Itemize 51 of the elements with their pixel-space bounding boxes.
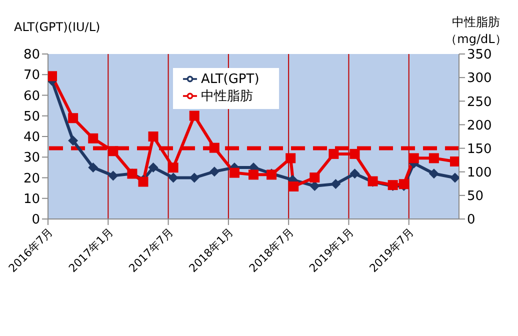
point (288, 181, 299, 192)
point (209, 142, 220, 153)
y-tick-label: 20 (23, 171, 40, 186)
point (68, 136, 78, 146)
point (209, 166, 220, 177)
point (148, 132, 158, 142)
point (428, 153, 439, 164)
point (330, 178, 341, 189)
y2-tick-label: 100 (467, 165, 492, 180)
point (428, 168, 439, 179)
y2-tick-label: 250 (467, 94, 492, 110)
y2-tick-label: 50 (467, 189, 484, 204)
point (350, 148, 360, 159)
y2-tick-label: 350 (467, 48, 492, 63)
point (350, 168, 360, 179)
point (310, 181, 320, 191)
y-tick-label: 80 (23, 48, 40, 63)
y-tick-label: 30 (23, 150, 40, 166)
legend-label: 中性脂肪 (201, 89, 253, 104)
point (88, 133, 98, 144)
y2-tick-label: 200 (467, 118, 492, 134)
y-tick-label: 50 (23, 109, 40, 124)
point (286, 153, 296, 164)
y2-tick-label: 300 (467, 71, 492, 86)
y2-axis-title: 中性脂肪（mg/dL） (445, 14, 507, 48)
point (148, 162, 158, 172)
point (189, 110, 200, 121)
y-axis-title: ALT(GPT)(IU/L) (14, 20, 100, 34)
point (108, 146, 118, 156)
point (189, 172, 200, 183)
y-tick-label: 0 (32, 212, 40, 228)
y-tick-label: 70 (23, 68, 40, 84)
point (68, 113, 78, 124)
point (328, 148, 339, 159)
point (88, 162, 98, 172)
y2-tick-label: 0 (467, 212, 476, 228)
y2-tick-label: 150 (467, 142, 492, 157)
y-tick-label: 60 (23, 88, 40, 104)
point (450, 156, 459, 166)
point (408, 153, 419, 164)
point (48, 71, 58, 82)
legend-label: ALT(GPT) (201, 72, 260, 87)
point (310, 172, 320, 183)
point (229, 168, 240, 178)
point (168, 172, 178, 183)
point (450, 172, 459, 183)
point (108, 170, 118, 181)
point (168, 162, 178, 173)
y-tick-label: 10 (23, 192, 40, 207)
y-tick-label: 40 (23, 130, 40, 146)
point (248, 170, 258, 180)
